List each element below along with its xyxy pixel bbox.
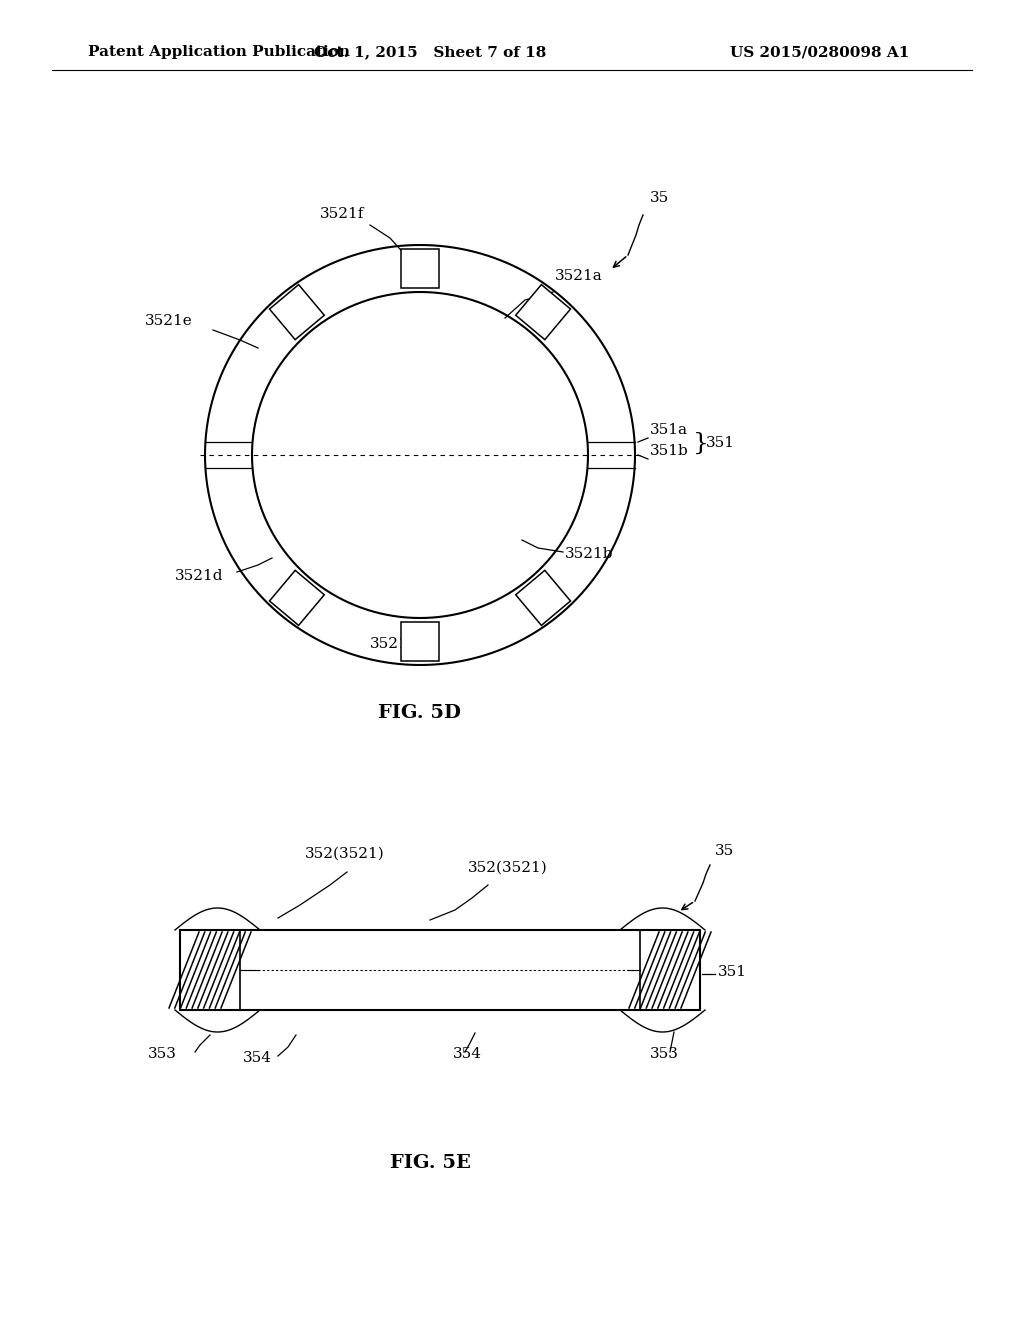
Text: 351b: 351b — [650, 444, 689, 458]
Text: 352(3521): 352(3521) — [305, 847, 385, 861]
Polygon shape — [269, 570, 325, 626]
Text: Patent Application Publication: Patent Application Publication — [88, 45, 350, 59]
Text: 354: 354 — [243, 1051, 272, 1065]
Polygon shape — [516, 285, 570, 339]
Polygon shape — [269, 285, 325, 339]
Text: 3521b: 3521b — [565, 546, 613, 561]
Text: 353: 353 — [650, 1047, 679, 1061]
Text: 3521f: 3521f — [319, 207, 365, 220]
Text: 3521c: 3521c — [370, 638, 417, 651]
Polygon shape — [401, 622, 439, 661]
Text: 351a: 351a — [650, 422, 688, 437]
Text: FIG. 5E: FIG. 5E — [389, 1154, 470, 1172]
Text: US 2015/0280098 A1: US 2015/0280098 A1 — [730, 45, 909, 59]
Text: 351: 351 — [718, 965, 746, 979]
Text: 3521e: 3521e — [145, 314, 193, 327]
Text: 35: 35 — [715, 843, 734, 858]
Text: 3521d: 3521d — [175, 569, 223, 583]
Text: Oct. 1, 2015   Sheet 7 of 18: Oct. 1, 2015 Sheet 7 of 18 — [313, 45, 546, 59]
Text: 352(3521): 352(3521) — [468, 861, 548, 875]
Text: 351: 351 — [706, 436, 735, 450]
Text: 354: 354 — [453, 1047, 482, 1061]
Text: 353: 353 — [148, 1047, 177, 1061]
Text: 35: 35 — [650, 191, 670, 205]
Text: }: } — [693, 432, 709, 454]
Polygon shape — [401, 248, 439, 289]
Text: FIG. 5D: FIG. 5D — [379, 704, 462, 722]
Polygon shape — [516, 570, 570, 626]
Text: 3521a: 3521a — [555, 269, 603, 282]
